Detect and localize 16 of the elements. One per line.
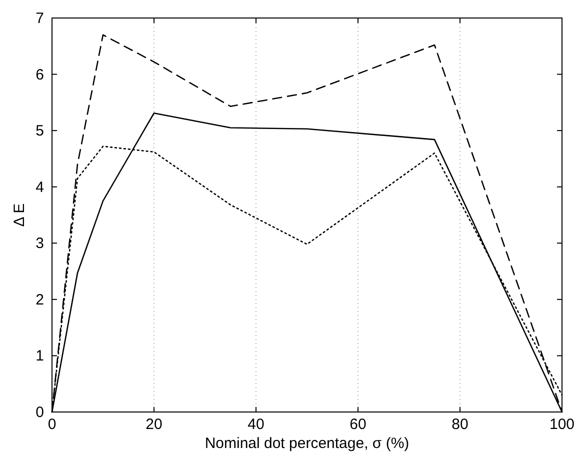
- x-axis-title: Nominal dot percentage, σ (%): [204, 435, 410, 452]
- x-tick-label: 100: [549, 416, 575, 433]
- y-tick-label: 5: [36, 122, 44, 140]
- y-tick-label: 6: [36, 66, 44, 84]
- y-tick-label: 2: [36, 291, 44, 308]
- y-tick-label: 4: [36, 178, 44, 196]
- x-tick-label: 20: [146, 416, 162, 433]
- x-tick-label: 0: [48, 416, 56, 433]
- x-tick-label: 80: [452, 416, 468, 433]
- y-tick-label: 7: [36, 10, 44, 27]
- y-axis-title: Δ E: [11, 203, 28, 227]
- x-tick-label: 60: [350, 416, 366, 433]
- y-tick-label: 3: [36, 235, 44, 252]
- y-tick-label: 1: [36, 348, 44, 365]
- y-tick-label: 0: [36, 404, 44, 421]
- x-tick-label: 40: [248, 416, 264, 433]
